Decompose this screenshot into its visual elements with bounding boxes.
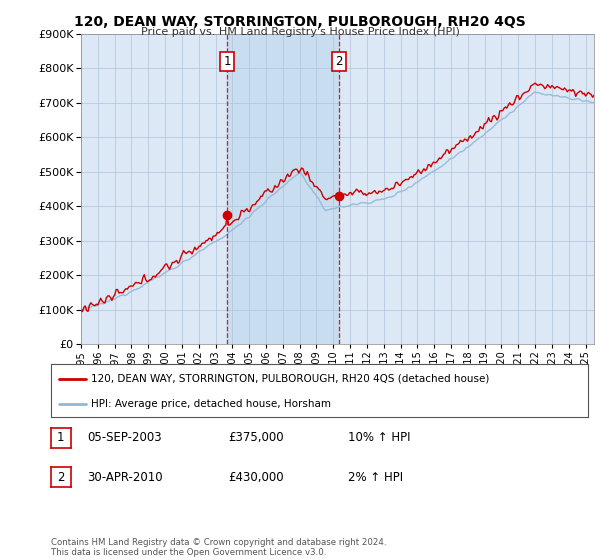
Text: 30-APR-2010: 30-APR-2010 [87, 470, 163, 484]
Text: £375,000: £375,000 [228, 431, 284, 445]
Text: Price paid vs. HM Land Registry's House Price Index (HPI): Price paid vs. HM Land Registry's House … [140, 27, 460, 37]
Text: HPI: Average price, detached house, Horsham: HPI: Average price, detached house, Hors… [91, 399, 331, 409]
Text: 2: 2 [335, 55, 343, 68]
Bar [227, 34, 339, 344]
Text: 120, DEAN WAY, STORRINGTON, PULBOROUGH, RH20 4QS (detached house): 120, DEAN WAY, STORRINGTON, PULBOROUGH, … [91, 374, 490, 384]
Text: 120, DEAN WAY, STORRINGTON, PULBOROUGH, RH20 4QS: 120, DEAN WAY, STORRINGTON, PULBOROUGH, … [74, 15, 526, 29]
Text: 1: 1 [57, 431, 65, 445]
Text: 05-SEP-2003: 05-SEP-2003 [87, 431, 161, 445]
Text: 2: 2 [57, 470, 65, 484]
Text: 10% ↑ HPI: 10% ↑ HPI [348, 431, 410, 445]
Text: £430,000: £430,000 [228, 470, 284, 484]
Text: 2% ↑ HPI: 2% ↑ HPI [348, 470, 403, 484]
Text: Contains HM Land Registry data © Crown copyright and database right 2024.
This d: Contains HM Land Registry data © Crown c… [51, 538, 386, 557]
Text: 1: 1 [223, 55, 231, 68]
